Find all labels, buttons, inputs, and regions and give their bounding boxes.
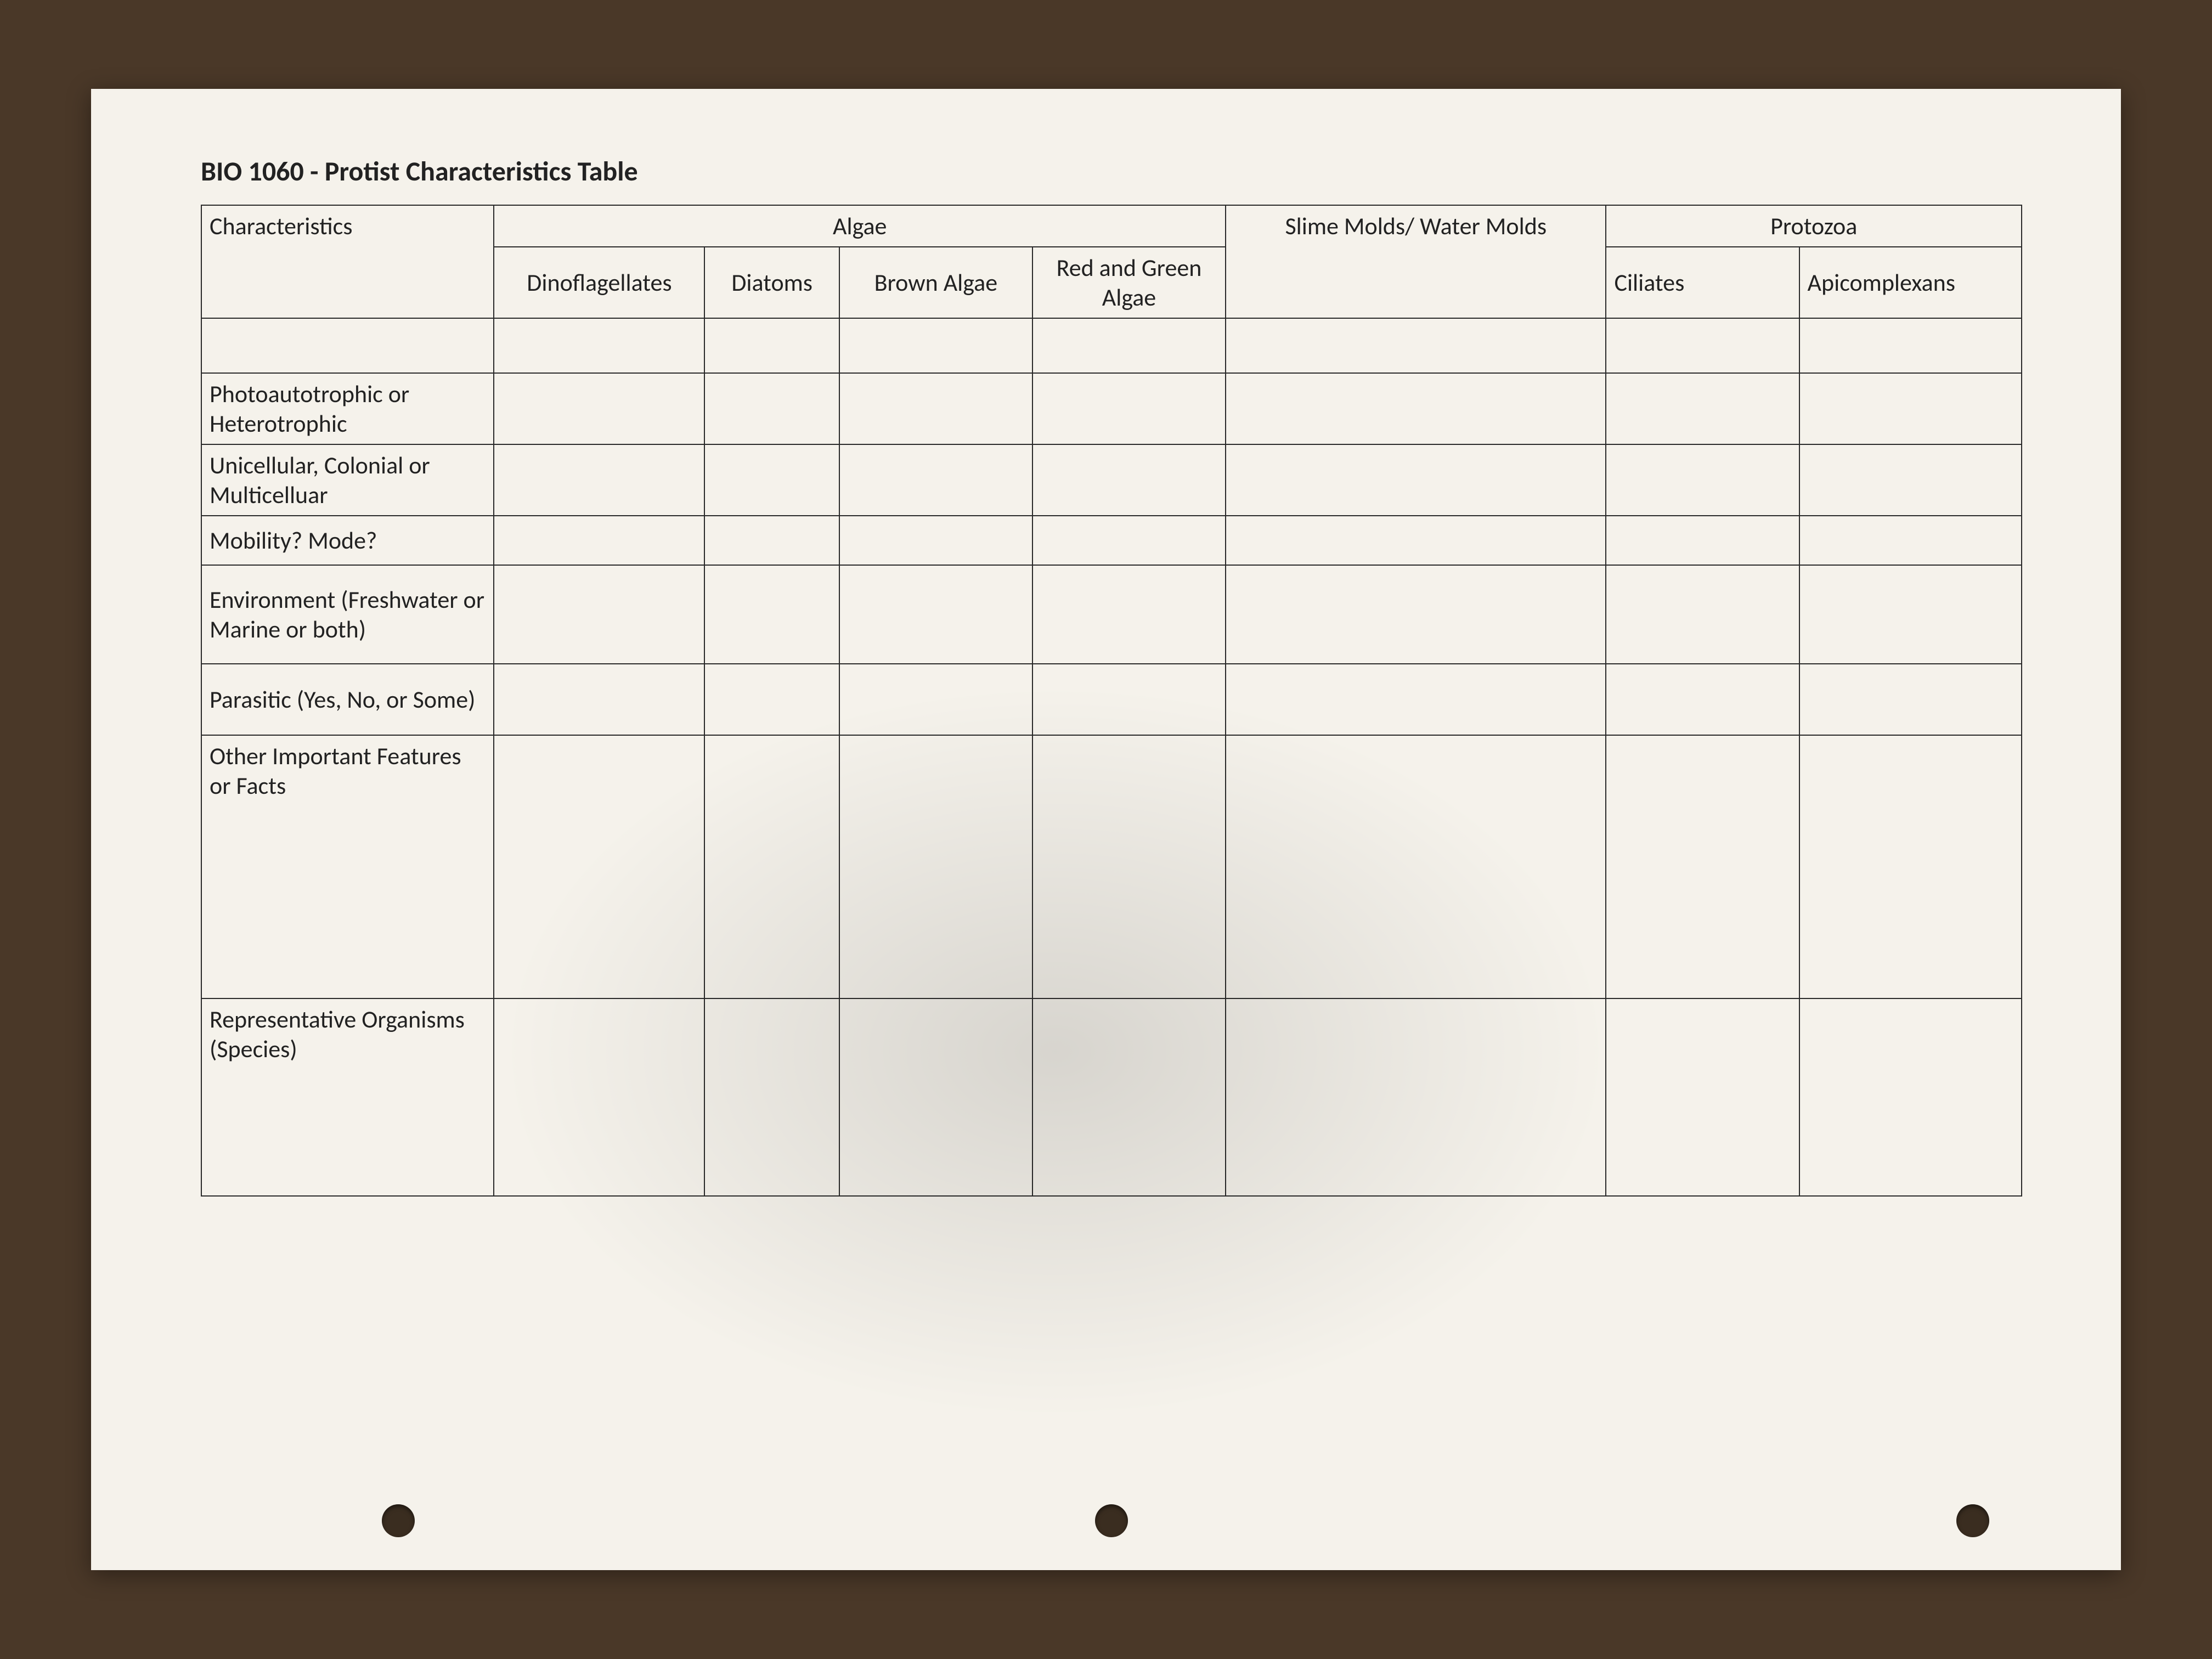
- cell: [1799, 516, 2022, 565]
- cell: [1032, 444, 1226, 516]
- cell: [1606, 444, 1799, 516]
- row-label-unicell: Unicellular, Colonial or Multicelluar: [201, 444, 494, 516]
- cell: [839, 998, 1032, 1196]
- row-label-representative: Representative Organisms (Species): [201, 998, 494, 1196]
- cell: [704, 373, 839, 444]
- row-label-blank: [201, 318, 494, 373]
- row-label-other: Other Important Features or Facts: [201, 735, 494, 998]
- cell: [1799, 998, 2022, 1196]
- parasitic-row: Parasitic (Yes, No, or Some): [201, 664, 2022, 735]
- dinoflagellates-header: Dinoflagellates: [494, 247, 704, 318]
- cell: [1032, 318, 1226, 373]
- cell: [1799, 373, 2022, 444]
- row-label-photo: Photoautotrophic or Heterotrophic: [201, 373, 494, 444]
- protozoa-group-header: Protozoa: [1606, 205, 2022, 247]
- cell: [494, 664, 704, 735]
- red-green-algae-header: Red and Green Algae: [1032, 247, 1226, 318]
- cell: [1032, 565, 1226, 664]
- cell: [839, 318, 1032, 373]
- cell: [1226, 998, 1606, 1196]
- cell: [704, 664, 839, 735]
- row-label-parasitic: Parasitic (Yes, No, or Some): [201, 664, 494, 735]
- cell: [839, 565, 1032, 664]
- cell: [1606, 735, 1799, 998]
- punch-hole-icon: [1095, 1504, 1128, 1537]
- cell: [839, 516, 1032, 565]
- punch-hole-icon: [1956, 1504, 1989, 1537]
- cell: [1799, 318, 2022, 373]
- cell: [1799, 565, 2022, 664]
- photo-row: Photoautotrophic or Heterotrophic: [201, 373, 2022, 444]
- cell: [494, 516, 704, 565]
- cell: [704, 998, 839, 1196]
- cell: [1226, 444, 1606, 516]
- blank-row: [201, 318, 2022, 373]
- document-title: BIO 1060 - Protist Characteristics Table: [201, 155, 2022, 188]
- slime-molds-header: Slime Molds/ Water Molds: [1226, 205, 1606, 318]
- cell: [1032, 516, 1226, 565]
- cell: [1226, 735, 1606, 998]
- cell: [704, 516, 839, 565]
- cell: [1032, 735, 1226, 998]
- cell: [704, 735, 839, 998]
- unicellular-row: Unicellular, Colonial or Multicelluar: [201, 444, 2022, 516]
- worksheet-paper: BIO 1060 - Protist Characteristics Table…: [91, 89, 2121, 1570]
- ciliates-header: Ciliates: [1606, 247, 1799, 318]
- row-label-mobility: Mobility? Mode?: [201, 516, 494, 565]
- cell: [494, 735, 704, 998]
- other-features-row: Other Important Features or Facts: [201, 735, 2022, 998]
- diatoms-header: Diatoms: [704, 247, 839, 318]
- punch-hole-icon: [382, 1504, 415, 1537]
- characteristics-header: Characteristics: [201, 205, 494, 318]
- cell: [494, 998, 704, 1196]
- cell: [1606, 664, 1799, 735]
- cell: [1226, 373, 1606, 444]
- cell: [839, 373, 1032, 444]
- brown-algae-header: Brown Algae: [839, 247, 1032, 318]
- cell: [1226, 664, 1606, 735]
- cell: [1226, 565, 1606, 664]
- cell: [1226, 516, 1606, 565]
- apicomplexans-header: Apicomplexans: [1799, 247, 2022, 318]
- cell: [704, 565, 839, 664]
- cell: [1226, 318, 1606, 373]
- cell: [1799, 735, 2022, 998]
- mobility-row: Mobility? Mode?: [201, 516, 2022, 565]
- representative-row: Representative Organisms (Species): [201, 998, 2022, 1196]
- cell: [1606, 318, 1799, 373]
- cell: [494, 565, 704, 664]
- cell: [839, 444, 1032, 516]
- cell: [1606, 565, 1799, 664]
- cell: [1799, 444, 2022, 516]
- cell: [1606, 998, 1799, 1196]
- cell: [1032, 664, 1226, 735]
- row-label-environment: Environment (Freshwater or Marine or bot…: [201, 565, 494, 664]
- cell: [1032, 373, 1226, 444]
- cell: [704, 318, 839, 373]
- cell: [1799, 664, 2022, 735]
- cell: [1032, 998, 1226, 1196]
- cell: [839, 664, 1032, 735]
- header-group-row: Characteristics Algae Slime Molds/ Water…: [201, 205, 2022, 247]
- cell: [704, 444, 839, 516]
- cell: [839, 735, 1032, 998]
- cell: [494, 318, 704, 373]
- cell: [494, 373, 704, 444]
- environment-row: Environment (Freshwater or Marine or bot…: [201, 565, 2022, 664]
- cell: [1606, 373, 1799, 444]
- cell: [494, 444, 704, 516]
- cell: [1606, 516, 1799, 565]
- algae-group-header: Algae: [494, 205, 1226, 247]
- protist-characteristics-table: Characteristics Algae Slime Molds/ Water…: [201, 205, 2022, 1197]
